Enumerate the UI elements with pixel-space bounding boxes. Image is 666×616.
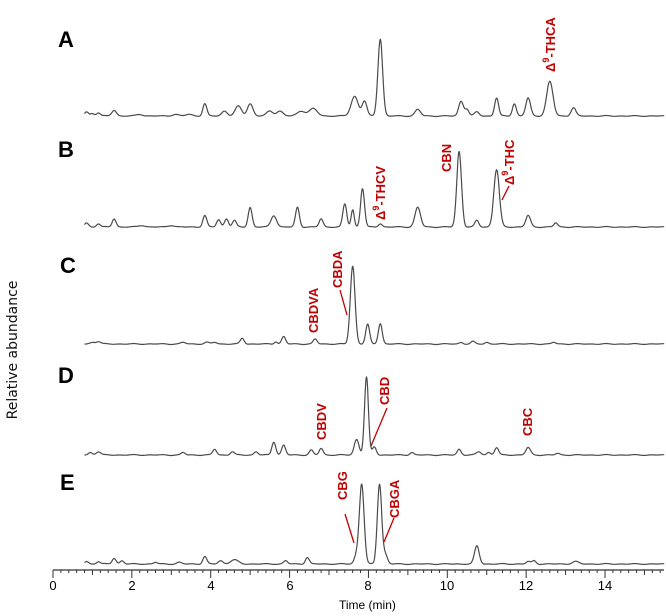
tick-label-6: 6	[286, 578, 293, 593]
label-cbdva: CBDVA	[306, 287, 321, 333]
panel-letter-d: D	[58, 363, 74, 388]
label-cbd: CBD	[377, 377, 392, 405]
tick-label-8: 8	[364, 578, 371, 593]
trace-e	[84, 483, 665, 566]
label-cbg: CBG	[335, 471, 350, 500]
trace-a	[84, 38, 665, 118]
panel-letter-c: C	[60, 253, 76, 278]
label-cbc: CBC	[520, 407, 535, 436]
panel-letter-a: A	[58, 27, 74, 52]
label-thca: Δ9-THCA	[541, 17, 558, 72]
label-thc: Δ9-THC	[500, 139, 517, 185]
leader-cbda	[339, 289, 348, 316]
y-axis-title: Relative abundance	[5, 281, 21, 420]
panel-letter-e: E	[60, 470, 75, 495]
tick-label-2: 2	[128, 578, 135, 593]
leader-thc	[501, 185, 510, 201]
panel-letter-b: B	[58, 137, 74, 162]
leader-cbga	[383, 517, 395, 543]
tick-label-10: 10	[440, 578, 454, 593]
x-axis-tick-labels: 0 2 4 6 8 10 12 14	[49, 578, 612, 593]
tick-label-14: 14	[598, 578, 612, 593]
leader-cbg	[344, 513, 355, 544]
trace-b	[84, 150, 665, 229]
label-cbda: CBDA	[330, 250, 345, 288]
label-cbdv: CBDV	[314, 403, 329, 440]
tick-label-0: 0	[49, 578, 56, 593]
trace-c	[84, 265, 665, 346]
x-axis-title: Time (min)	[339, 598, 396, 612]
label-cbn: CBN	[439, 144, 454, 172]
x-axis-ticks	[52, 570, 661, 578]
label-thcv: Δ9-THCV	[371, 166, 388, 220]
label-cbga: CBGA	[387, 479, 402, 518]
trace-d	[84, 376, 665, 457]
tick-label-12: 12	[519, 578, 533, 593]
tick-label-4: 4	[207, 578, 214, 593]
leader-cbd	[370, 407, 388, 447]
